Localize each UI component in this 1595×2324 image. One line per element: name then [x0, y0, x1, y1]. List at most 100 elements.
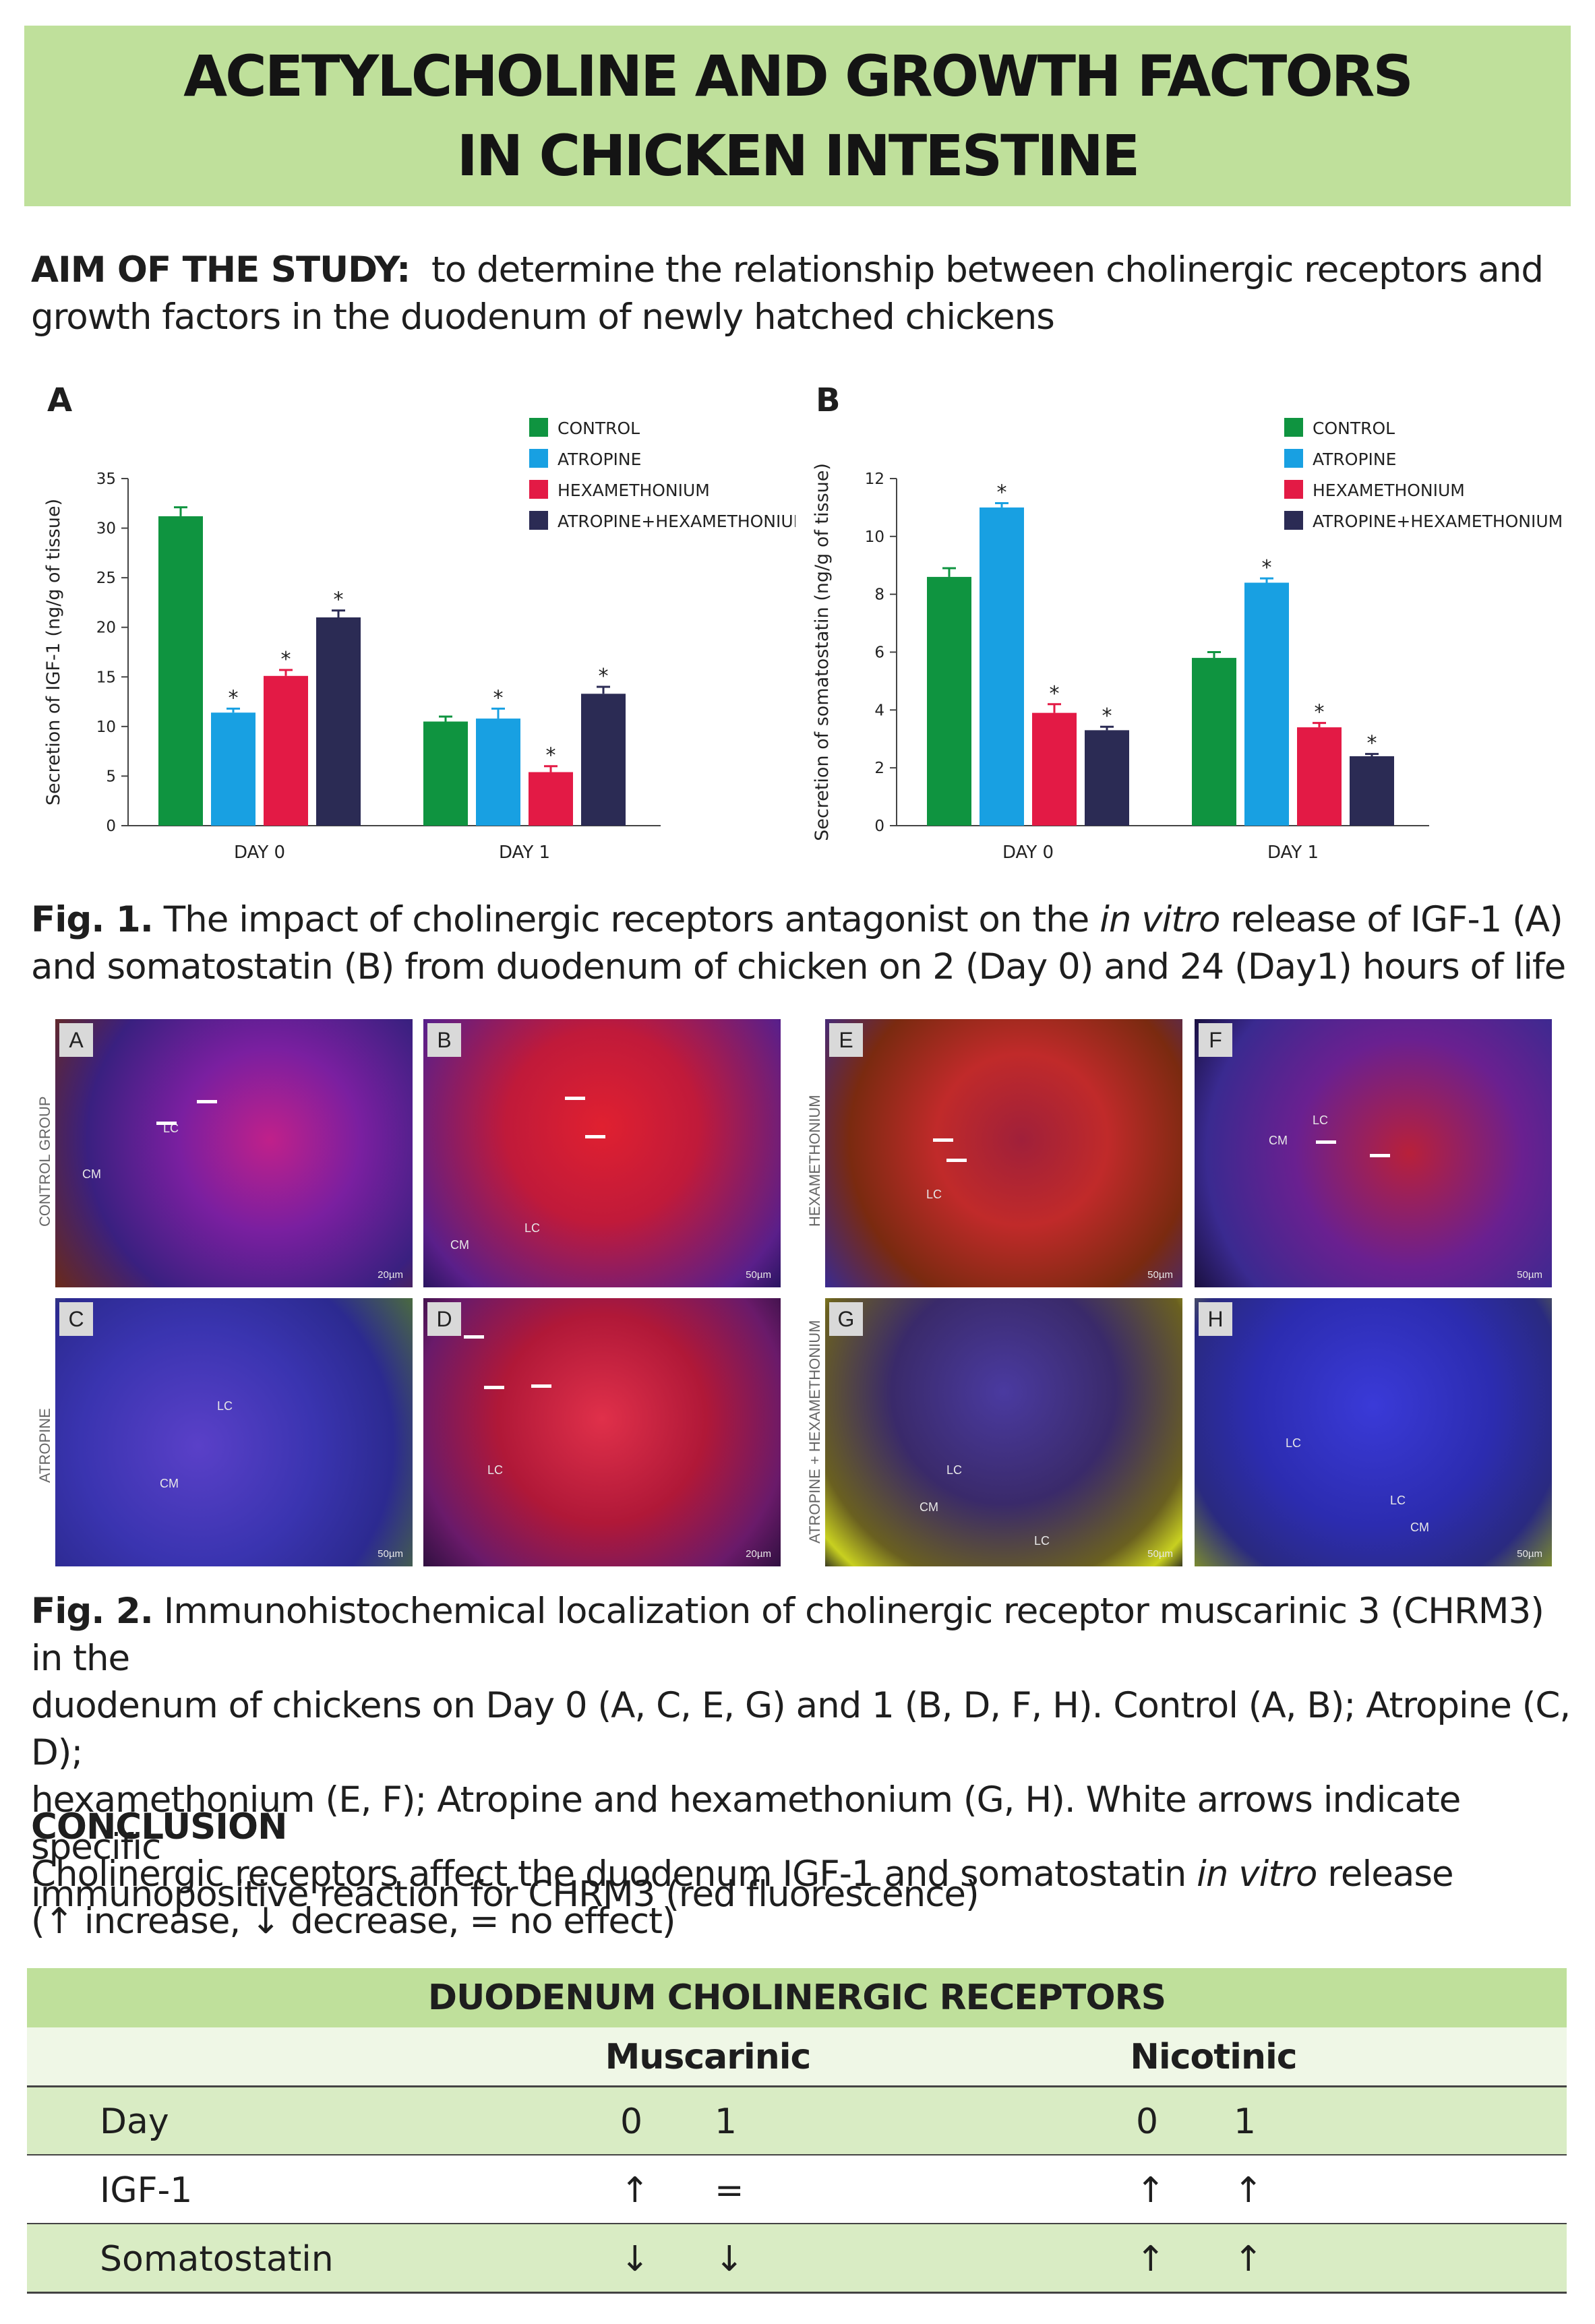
- y-tick-label: 2: [874, 760, 884, 777]
- white-arrow-icon: [464, 1335, 484, 1339]
- y-tick-label: 10: [96, 718, 116, 736]
- y-tick-label: 15: [96, 669, 116, 686]
- micrograph-letter: F: [1199, 1023, 1232, 1057]
- tissue-label: CM: [160, 1477, 179, 1490]
- fig1-text-a: The impact of cholinergic receptors anta…: [163, 899, 1089, 940]
- legend-label: ATROPINE+HEXAMETHONIUM: [1313, 512, 1563, 531]
- fig2-line-2: duodenum of chickens on Day 0 (A, C, E, …: [31, 1685, 1571, 1773]
- conclusion-heading: CONCLUSION: [31, 1806, 287, 1847]
- white-arrow-icon: [585, 1135, 605, 1138]
- fig1-caption: Fig. 1. The impact of cholinergic recept…: [31, 896, 1575, 991]
- micrograph-a: A LC CM 20µm: [55, 1019, 413, 1287]
- table-cell: ↑: [620, 2170, 650, 2211]
- fig1-italic: in vitro: [1100, 899, 1220, 940]
- micrograph-letter: G: [829, 1302, 863, 1336]
- scale-bar-label: 50µm: [378, 1548, 403, 1560]
- y-tick-label: 25: [96, 570, 116, 587]
- y-tick-label: 12: [865, 470, 884, 488]
- scale-bar-label: 50µm: [1517, 1548, 1542, 1560]
- fig1-line-2: and somatostatin (B) from duodenum of ch…: [31, 946, 1566, 987]
- bar-hexamethonium-day-1: [1297, 727, 1342, 826]
- col-group-nicotinic: Nicotinic: [1130, 2037, 1297, 2077]
- bar-atropine-day-1: [476, 718, 520, 826]
- micrograph-f: F LC CM 50µm: [1195, 1019, 1552, 1287]
- chart-panel-letter: A: [47, 381, 72, 419]
- y-axis-label: Secretion of somatostatin (ng/g of tissu…: [812, 463, 833, 841]
- micrograph-g: G LC CM LC 50µm: [825, 1298, 1182, 1566]
- legend-label: ATROPINE: [558, 450, 641, 469]
- legend-swatch: [1284, 511, 1303, 530]
- micrograph-letter: E: [829, 1023, 863, 1057]
- white-arrow-icon: [946, 1159, 967, 1162]
- legend-label: CONTROL: [1313, 419, 1395, 438]
- table-cell: 0: [1136, 2102, 1159, 2142]
- chart-a: A 0 5 10 15 20 25 30 35 Secretion of IGF-1 (ng/g …: [43, 381, 795, 863]
- bar-atropine-hexamethonium-day-1: [581, 694, 626, 826]
- legend-label: CONTROL: [558, 419, 640, 438]
- tissue-label: CM: [82, 1167, 101, 1181]
- bar-hexamethonium-day-0: [264, 675, 308, 826]
- significance-star: *: [281, 648, 291, 671]
- white-arrow-icon: [531, 1384, 551, 1388]
- micrograph-h: H LC LC CM 50µm: [1195, 1298, 1552, 1566]
- white-arrow-icon: [565, 1097, 585, 1100]
- significance-star: *: [229, 686, 239, 710]
- tissue-label: CM: [1410, 1521, 1429, 1534]
- fig2-line-4: immunopositive reaction for CHRM3 (red f…: [31, 1874, 980, 1915]
- tissue-label: LC: [1286, 1436, 1302, 1450]
- x-category-label: DAY 1: [1267, 843, 1319, 863]
- row-divider: [27, 2085, 1567, 2087]
- significance-star: *: [1367, 732, 1377, 756]
- tissue-label: CM: [450, 1238, 469, 1252]
- significance-star: *: [599, 665, 609, 688]
- micrograph-letter: H: [1199, 1302, 1232, 1336]
- aim-paragraph: AIM OF THE STUDY: to determine the relat…: [31, 247, 1575, 341]
- row-divider: [27, 2154, 1567, 2156]
- bar-atropine-day-1: [1244, 582, 1289, 826]
- y-tick-label: 0: [874, 818, 884, 835]
- table-title: DUODENUM CHOLINERGIC RECEPTORS: [427, 1978, 1166, 2018]
- conclusion-line-2: (↑ increase, ↓ decrease, = no effect): [31, 1901, 676, 1942]
- micrograph-letter: C: [59, 1302, 93, 1336]
- table-cell: ↑: [1234, 2170, 1263, 2211]
- title-line-1: ACETYLCHOLINE AND GROWTH FACTORS: [183, 43, 1414, 109]
- tissue-label: LC: [1390, 1494, 1406, 1507]
- y-tick-label: 8: [874, 586, 884, 604]
- table-cell: ↓: [715, 2239, 744, 2280]
- chart-panel-letter: B: [816, 381, 841, 419]
- micrograph-letter: B: [427, 1023, 461, 1057]
- bar-hexamethonium-day-0: [1032, 712, 1077, 826]
- bar-atropine-day-0: [211, 712, 255, 826]
- fig2-label: Fig. 2.: [31, 1591, 154, 1632]
- table-header-row: Muscarinic Nicotinic: [27, 2027, 1567, 2087]
- white-arrow-icon: [1316, 1140, 1336, 1144]
- legend-swatch: [529, 418, 548, 437]
- micrograph-letter: D: [427, 1302, 461, 1336]
- tissue-label: CM: [1269, 1134, 1288, 1147]
- fig2-line-1: Immunohistochemical localization of chol…: [31, 1591, 1544, 1679]
- micrograph-c: C LC CM 50µm: [55, 1298, 413, 1566]
- tissue-label: LC: [926, 1188, 942, 1201]
- legend-swatch: [1284, 449, 1303, 468]
- micrograph-b: B LC CM 50µm: [423, 1019, 781, 1287]
- significance-star: *: [997, 481, 1007, 504]
- significance-star: *: [1315, 701, 1325, 725]
- scale-bar-label: 20µm: [378, 1269, 403, 1281]
- y-tick-label: 0: [106, 818, 116, 835]
- aim-text-1: to determine the relationship between ch…: [431, 249, 1544, 290]
- table-cell: =: [715, 2170, 744, 2211]
- scale-bar-label: 50µm: [1147, 1548, 1173, 1560]
- row-label: IGF-1: [100, 2170, 193, 2211]
- micrograph-e: E LC 50µm: [825, 1019, 1182, 1287]
- white-arrow-icon: [484, 1386, 504, 1389]
- tissue-label: LC: [487, 1463, 504, 1477]
- tissue-label: LC: [163, 1122, 179, 1135]
- white-arrow-icon: [197, 1100, 217, 1103]
- bar-control-day-1: [1192, 658, 1236, 826]
- legend-label: ATROPINE: [1313, 450, 1396, 469]
- tissue-label: LC: [1034, 1534, 1050, 1548]
- y-tick-label: 10: [865, 528, 884, 546]
- significance-star: *: [1262, 556, 1272, 580]
- x-category-label: DAY 0: [1002, 843, 1054, 863]
- fig2-line-3: hexamethonium (E, F); Atropine and hexam…: [31, 1779, 1461, 1868]
